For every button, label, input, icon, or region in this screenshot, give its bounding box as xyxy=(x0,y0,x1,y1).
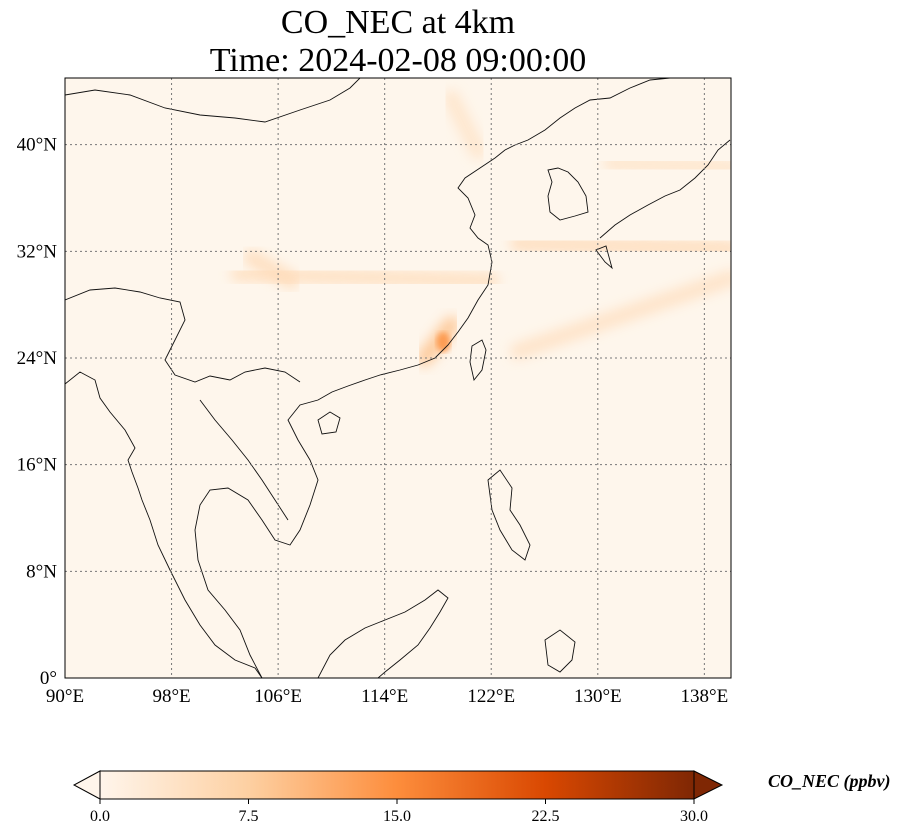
concentration-field xyxy=(230,90,731,366)
plume-2 xyxy=(509,235,731,257)
x-tick-label: 130°E xyxy=(574,686,622,707)
colorbar-tick-label: 15.0 xyxy=(383,808,411,825)
plume-5 xyxy=(443,90,486,160)
x-tick-label: 122°E xyxy=(467,686,515,707)
colorbar-tick-label: 0.0 xyxy=(90,808,110,825)
y-tick-label: 32°N xyxy=(17,241,58,262)
x-tick-label: 138°E xyxy=(681,686,729,707)
colorbar-extend-min xyxy=(72,770,101,800)
x-tick-label: 114°E xyxy=(361,686,408,707)
x-tick-labels: 90°E 98°E 106°E 114°E 122°E 130°E 138°E xyxy=(46,686,728,707)
country-borders-south xyxy=(65,287,301,383)
coastline-sulawesi xyxy=(544,629,576,673)
colorbar-gradient xyxy=(99,770,695,800)
chart-title-line1: CO_NEC at 4km xyxy=(281,4,515,41)
y-tick-labels: 0° 8°N 16°N 24°N 32°N 40°N xyxy=(17,135,58,689)
chart-title-line2: Time: 2024-02-08 09:00:00 xyxy=(210,42,587,79)
coastline-korea xyxy=(547,167,589,221)
y-tick-label: 40°N xyxy=(17,135,58,156)
y-tick-label: 8°N xyxy=(26,561,57,582)
colorbar-tick-label: 7.5 xyxy=(239,808,259,825)
coastline-taiwan xyxy=(469,339,487,382)
y-tick-label: 24°N xyxy=(17,348,58,369)
colorbar-extend-max xyxy=(693,770,724,800)
colorbar: 0.0 7.5 15.0 22.5 30.0 CO_NEC (ppbv) xyxy=(72,770,891,825)
coastline-philippines xyxy=(487,469,531,561)
country-borders-indochina xyxy=(199,399,289,521)
plume-3 xyxy=(603,155,731,176)
colorbar-tick-label: 30.0 xyxy=(680,808,708,825)
map-background xyxy=(65,78,731,678)
country-borders-north xyxy=(65,78,361,123)
coastline-hainan xyxy=(317,411,341,435)
gridlines xyxy=(65,78,731,678)
x-tick-label: 90°E xyxy=(46,686,84,707)
coastline-japan-kyushu xyxy=(595,245,613,270)
coastline-indochina-west xyxy=(65,371,263,678)
colorbar-tick-label: 22.5 xyxy=(532,808,560,825)
plume-7 xyxy=(243,250,300,289)
map-panel xyxy=(65,78,731,678)
plume-4 xyxy=(509,270,731,360)
colorbar-label: CO_NEC (ppbv) xyxy=(768,771,891,792)
y-tick-label: 16°N xyxy=(17,455,58,476)
x-tick-label: 106°E xyxy=(254,686,302,707)
coastline-borneo xyxy=(317,589,449,678)
colorbar-ticks: 0.0 7.5 15.0 22.5 30.0 xyxy=(90,799,708,825)
map-frame xyxy=(64,77,732,679)
x-tick-label: 98°E xyxy=(152,686,190,707)
max-concentration-spot xyxy=(436,332,451,352)
y-tick-label: 0° xyxy=(40,668,57,689)
coastline-japan-honshu xyxy=(599,139,731,239)
